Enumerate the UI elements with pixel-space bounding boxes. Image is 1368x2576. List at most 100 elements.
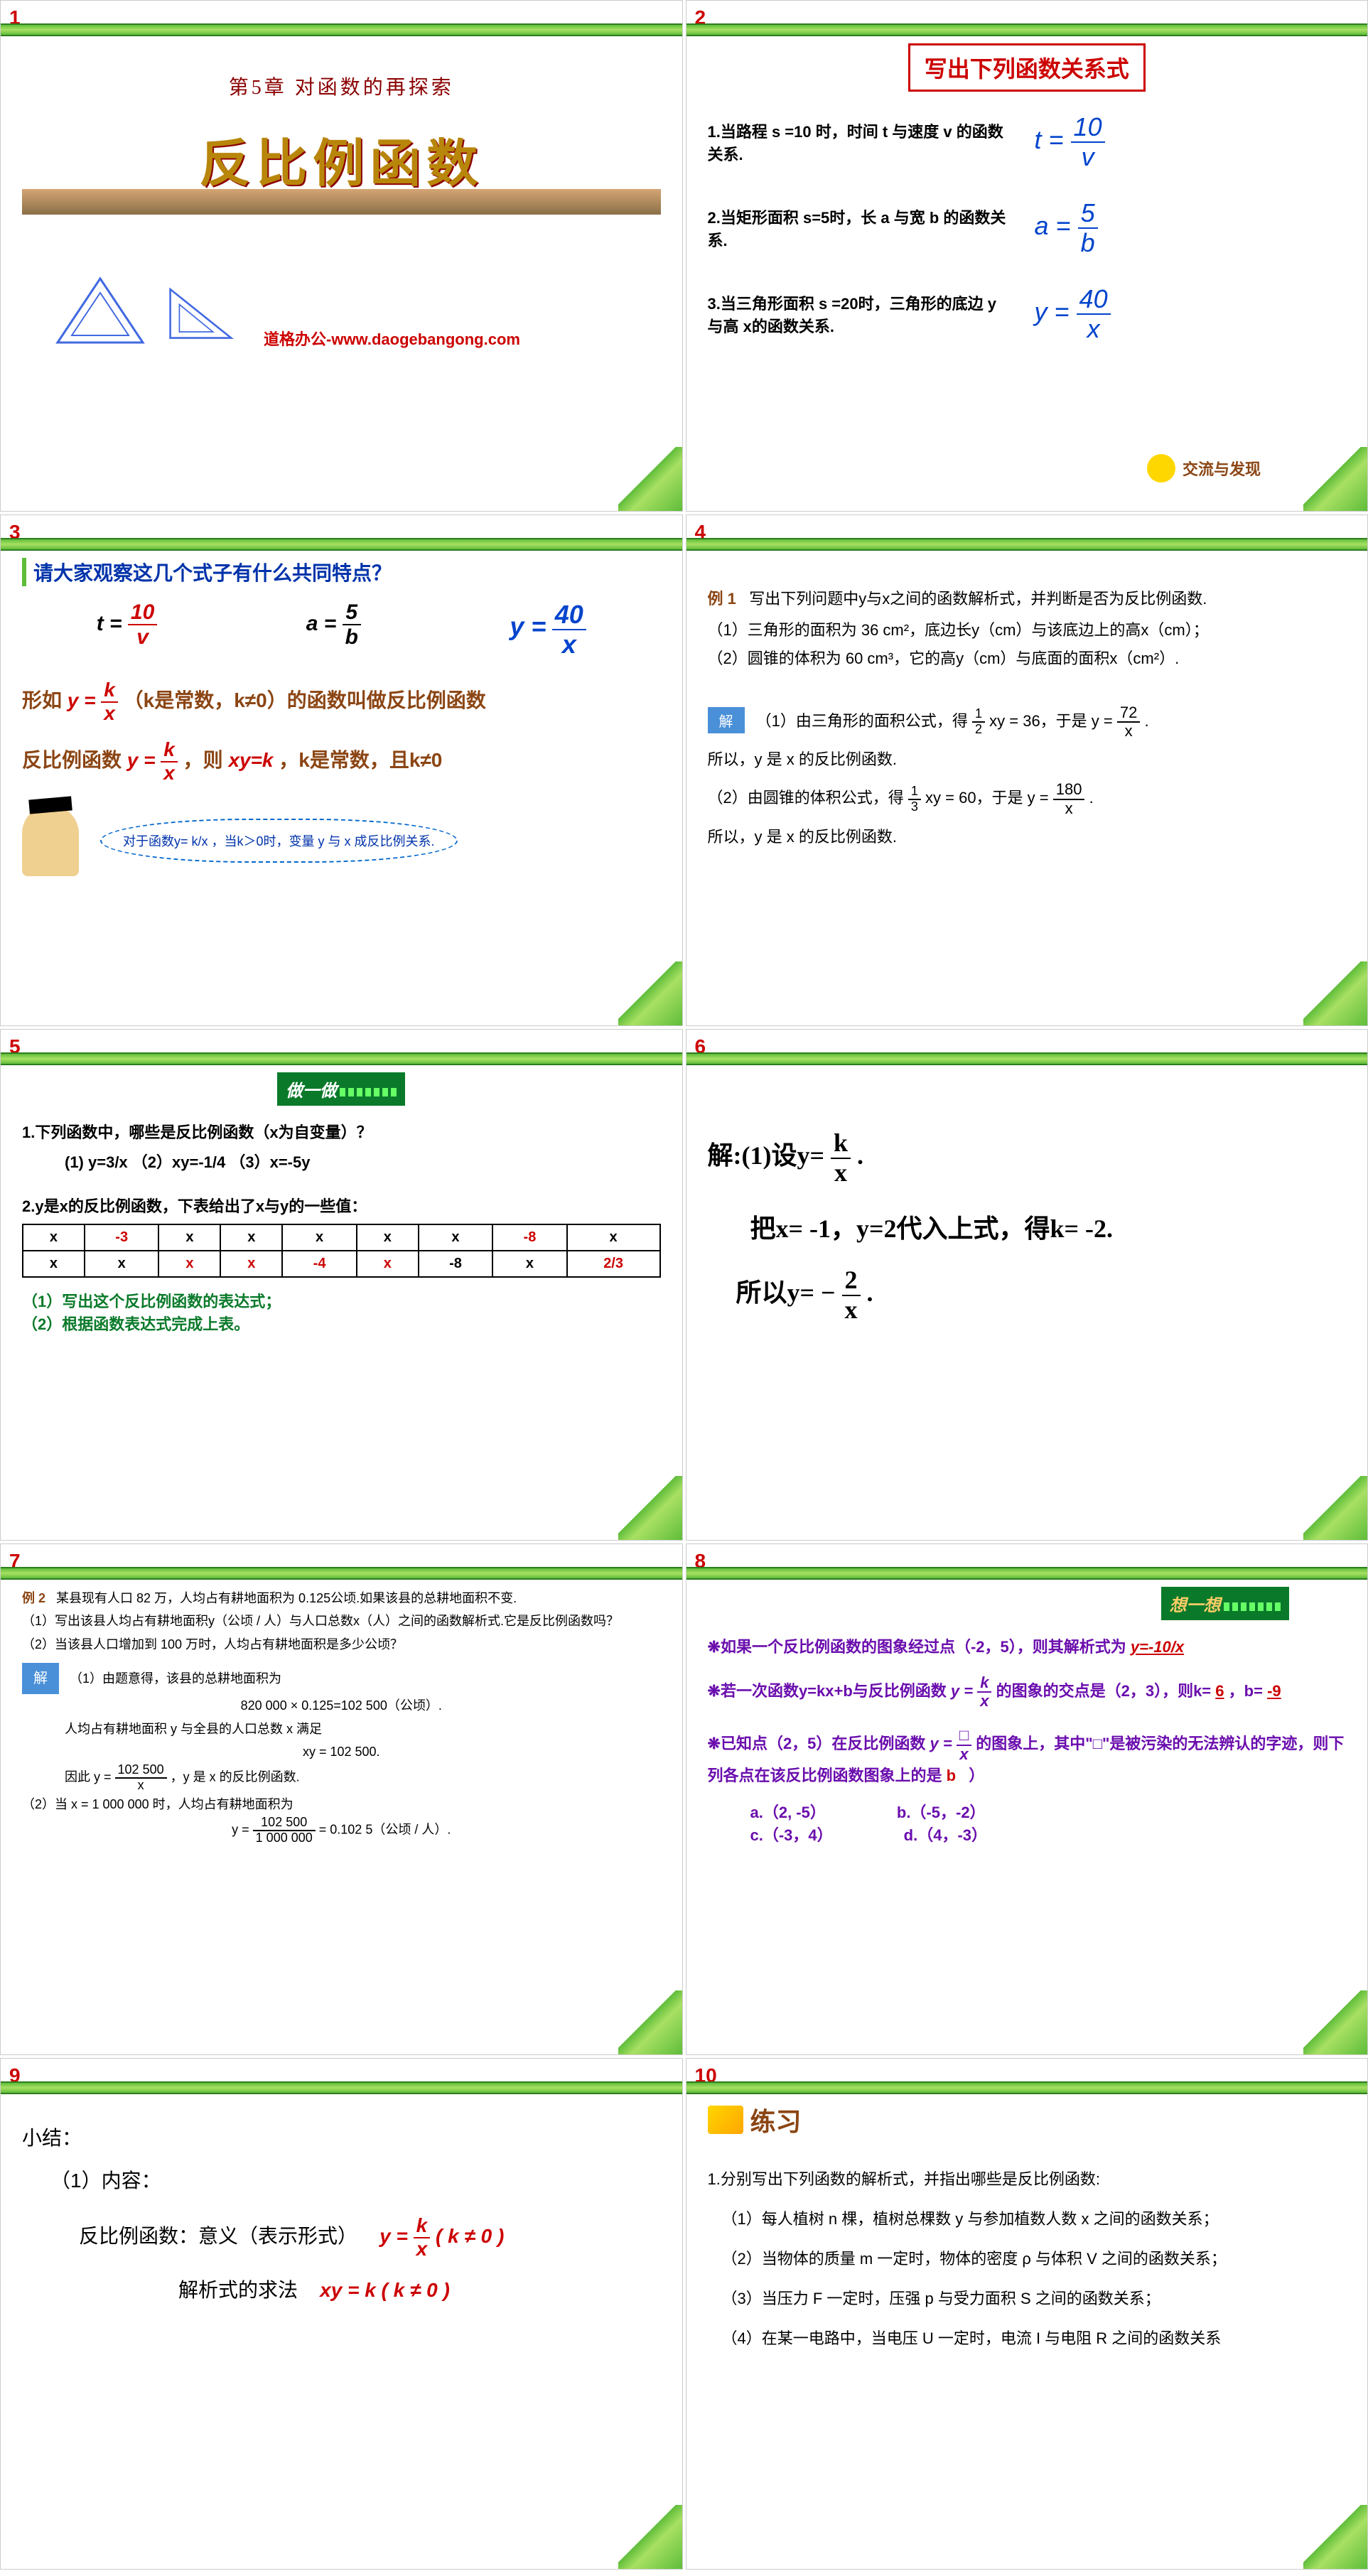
d: x — [831, 1159, 851, 1187]
t: 形如 — [22, 689, 62, 711]
sol1: 解 （1）由三角形的面积公式，得 12 xy = 36，于是 y = 72x . — [708, 704, 1347, 740]
sol-l2: 把x= -1，y=2代入上式，得k= -2. — [708, 1208, 1347, 1245]
footer-text: 交流与发现 — [1183, 457, 1261, 480]
ht: 想一想 — [1170, 1596, 1221, 1615]
website-link[interactable]: 道格办公-www.daogebangong.com — [264, 327, 520, 350]
corner-accent — [1303, 447, 1367, 511]
sub1: （1）写出这个反比例函数的表达式； — [22, 1289, 661, 1312]
ex-label: 例 1 — [708, 590, 736, 608]
y2: y = — [127, 749, 156, 771]
corner-accent — [1303, 1476, 1367, 1540]
eq-left: a = — [1035, 211, 1071, 240]
eq-l: t = — [97, 612, 122, 635]
eq-num: 5 — [1078, 199, 1098, 229]
header: 请大家观察这几个式子有什么共同特点？ — [22, 558, 661, 586]
q1-text: 1.当路程 s =10 时，时间 t 与速度 v 的函数关系. — [708, 119, 1006, 165]
n: 5 — [343, 600, 361, 625]
header: 练习 — [750, 2101, 802, 2138]
el: 例 2 — [22, 1591, 45, 1605]
opts-ab: a.（2, -5） b.（-5，-2） — [708, 1800, 1347, 1823]
def-line1: 形如 y = kx （k是常数，k≠0）的函数叫做反比例函数 — [22, 679, 661, 725]
d: x — [414, 2238, 431, 2260]
s4a: （2）当 x = 1 000 000 时，人均占有耕地面积为 — [22, 1793, 661, 1816]
p2: （2）当该县人口增加到 100 万时，人均占有耕地面积是多少公顷？ — [22, 1633, 661, 1656]
sl: 解 — [22, 1663, 59, 1694]
ex-line: 例 2 某县现有人口 82 万，人均占有耕地面积为 0.125公顷.如果该县的总… — [22, 1587, 661, 1610]
green-band — [1, 23, 682, 36]
green-band — [1, 1567, 682, 1580]
d: 1 000 000 — [253, 1831, 316, 1845]
eq-l: a = — [306, 612, 337, 635]
corner-accent — [618, 961, 682, 1025]
slide-10: 10 练习 1.分别写出下列函数的解析式，并指出哪些是反比例函数: （1）每人植… — [686, 2058, 1368, 2570]
d: v — [128, 625, 157, 649]
corner-accent — [618, 1476, 682, 1540]
ex-text: 写出下列问题中y与x之间的函数解析式，并判断是否为反比例函数. — [749, 590, 1207, 608]
n: k — [831, 1129, 851, 1159]
calc2: xy = 102 500. — [22, 1740, 661, 1763]
eq-left: t = — [1035, 125, 1064, 154]
eq3: y = 40x — [1035, 285, 1111, 343]
p1: （1）写出该县人均占有耕地面积y（公顷 / 人）与人口总数x（人）之间的函数解析… — [22, 1610, 661, 1632]
slide-1: 1 第5章 对函数的再探索 反比例函数 道格办公-www.daogebangon… — [0, 0, 683, 512]
eq-left: y = — [1035, 297, 1070, 326]
thought-bubble: 对于函数y= k/x ，当k＞0时，变量 y 与 x 成反比例关系. — [100, 819, 458, 863]
e: . — [857, 1141, 863, 1170]
d: x — [552, 630, 586, 659]
cell: x — [220, 1251, 282, 1277]
d2: x — [161, 762, 178, 785]
n: k — [101, 679, 118, 703]
green-band — [686, 1567, 1368, 1580]
eq3: y = 40x — [510, 600, 586, 658]
b: b.（-5，-2） — [897, 1800, 986, 1823]
eq-den: v — [1071, 143, 1105, 171]
d: x — [101, 703, 118, 725]
cell: x — [158, 1224, 220, 1251]
n2: 180 — [1053, 781, 1085, 799]
sol-block: 解 （1）由题意得，该县的总耕地面积为 — [22, 1663, 661, 1694]
cell: x — [567, 1224, 660, 1251]
sol2: （2）由圆锥的体积公式，得 13 xy = 60，于是 y = 180x . — [708, 781, 1347, 817]
n: 2 — [842, 1266, 861, 1296]
s1c: 所以，y 是 x 的反比例函数. — [708, 747, 1347, 770]
graduate-icon — [22, 805, 79, 876]
q1-opts: (1) y=3/x （2）xy=-1/4 （3）x=-5y — [22, 1150, 661, 1173]
a: 反比例函数：意义（表示形式） — [79, 2225, 357, 2247]
s4b: y = 102 5001 000 000 = 0.102 5（公顷 / 人）. — [22, 1816, 661, 1845]
cell: x — [23, 1251, 85, 1277]
slide-grid: 1 第5章 对函数的再探索 反比例函数 道格办公-www.daogebangon… — [0, 0, 1368, 2570]
cell: x — [23, 1224, 85, 1251]
d: b — [343, 625, 361, 649]
green-band — [686, 23, 1368, 36]
triangle-ruler-icon — [50, 271, 150, 350]
p3: （3）当压力 F 一定时，压强 p 与受力面积 S 之间的函数关系； — [708, 2286, 1347, 2309]
e: . — [867, 1278, 873, 1307]
cell: x — [419, 1224, 492, 1251]
cell: x — [220, 1224, 282, 1251]
s2c: 所以，y 是 x 的反比例函数. — [708, 824, 1347, 847]
cell: -3 — [85, 1224, 158, 1251]
d: x — [115, 1779, 167, 1793]
n2: k — [161, 739, 178, 762]
n: k — [414, 2215, 431, 2238]
corner-accent — [618, 1990, 682, 2054]
practice-header: 做一做 — [277, 1072, 405, 1106]
cell: x — [357, 1251, 419, 1277]
sol-l3: 所以y= − 2x . — [708, 1266, 1347, 1324]
main-title: 反比例函数 — [22, 122, 661, 196]
sol-l1: 解:(1)设y= kx . — [708, 1129, 1347, 1187]
h1: 小结： — [22, 2123, 661, 2151]
cell: x — [158, 1251, 220, 1277]
slide-5: 5 做一做 1.下列函数中，哪些是反比例函数（x为自变量）？ (1) y=3/x… — [0, 1029, 683, 1541]
l3: ❋已知点（2，5）在反比例函数 y = □x 的图象上，其中"□"是被污染的无法… — [708, 1727, 1347, 1785]
eq1: t = 10v — [1035, 113, 1105, 171]
sa2: （2）由圆锥的体积公式，得 — [708, 789, 904, 807]
corner-accent — [618, 447, 682, 511]
l2: 解析式的求法 xy = k ( k ≠ 0 ) — [22, 2275, 661, 2303]
y: y = — [379, 2225, 408, 2247]
eq2: a = 5b — [306, 600, 361, 658]
l1: ❋如果一个反比例函数的图象经过点（-2，5），则其解析式为 y=-10/x — [708, 1634, 1347, 1657]
notebook-icon — [708, 2106, 743, 2134]
ans: b — [947, 1767, 956, 1784]
n: 102 500 — [115, 1763, 167, 1779]
